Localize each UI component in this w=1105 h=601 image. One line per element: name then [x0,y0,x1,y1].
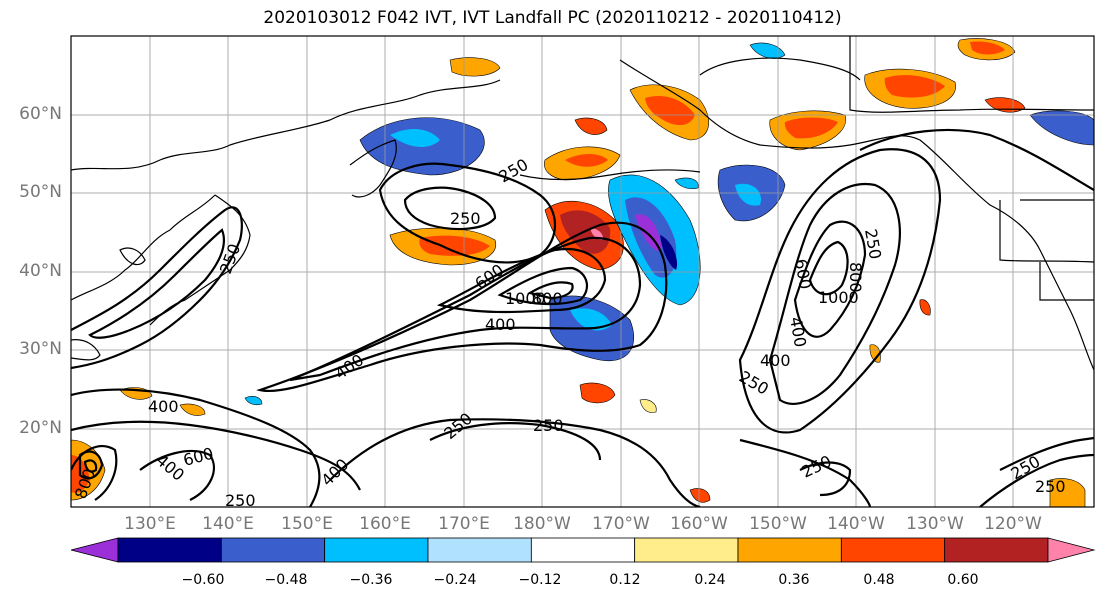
colorbar-swatch [324,537,429,563]
contour-label: 400 [485,315,516,334]
colorbar-swatch [944,537,1049,563]
map-title: 2020103012 F042 IVT, IVT Landfall PC (20… [263,8,842,28]
contour-label: 250 [799,451,835,481]
contour-label: 250 [216,241,244,276]
lat-label: 40°N [19,261,62,281]
contour-label: 250 [225,491,256,510]
colorbar-tick-label: −0.60 [181,572,225,588]
ivt-contours [71,128,1094,507]
colorbar-swatch [634,537,739,563]
colorbar-extend-right [1047,537,1096,563]
colorbar-tick-label: 0.24 [694,572,726,588]
lat-label: 30°N [19,339,62,359]
lon-label: 150°W [749,514,807,534]
contour-label: 1000 [818,288,859,307]
colorbar-tick-label: −0.24 [433,572,477,588]
colorbar-tick-label: −0.12 [518,572,562,588]
contour-label: 250 [1035,477,1066,496]
contour-label: 800 [846,262,865,293]
contour-label: 250 [440,409,476,443]
lon-label: 130°W [906,514,964,534]
colorbar-tick-label: 0.48 [863,572,895,588]
contour-label: 400 [760,351,791,370]
contour-label: 250 [450,209,481,228]
contour-label: 400 [786,315,810,348]
colorbar-tick-label: 0.12 [609,572,641,588]
colorbar-swatch [737,537,842,563]
colorbar-swatch [220,537,326,563]
contour-label: 250 [533,416,564,435]
contour-label: 600 [471,260,507,293]
lon-label: 170°E [438,514,490,534]
lat-label: 20°N [19,418,62,438]
lon-label: 160°E [359,514,411,534]
lon-label: 160°W [670,514,728,534]
contour-label: 600 [791,257,815,290]
colorbar-tick-label: 0.36 [778,572,810,588]
lon-label: 120°W [984,514,1042,534]
lon-label: 140°W [827,514,885,534]
lon-label: 140°E [202,514,254,534]
colorbar-tick-label: −0.36 [349,572,393,588]
colorbar-swatch [840,537,946,563]
colorbar-tick-label: 0.60 [947,572,979,588]
colorbar-extend-left [70,537,119,563]
colorbar-swatch [117,537,222,563]
lat-label: 60°N [19,104,62,124]
lon-label: 130°E [124,514,176,534]
lon-label: 170°W [592,514,650,534]
lon-label: 150°E [281,514,333,534]
plot-frame [70,35,1095,508]
coastlines [71,36,1094,371]
contour-label: 400 [148,397,179,416]
lon-label: 180°W [513,514,571,534]
colorbar-swatch [427,537,532,563]
shading-layer [71,38,1094,507]
contour-label: 250 [496,155,532,187]
contour-label: 600 [181,444,215,470]
contour-label: 1000 [505,289,546,308]
colorbar-swatch [530,537,636,563]
gridlines [71,36,1094,507]
lat-label: 50°N [19,182,62,202]
contour-label: 400 [317,455,352,490]
colorbar [70,537,1096,563]
contour-label: 800 [532,289,563,308]
colorbar-tick-label: −0.48 [264,572,308,588]
contour-label: 400 [331,350,367,383]
